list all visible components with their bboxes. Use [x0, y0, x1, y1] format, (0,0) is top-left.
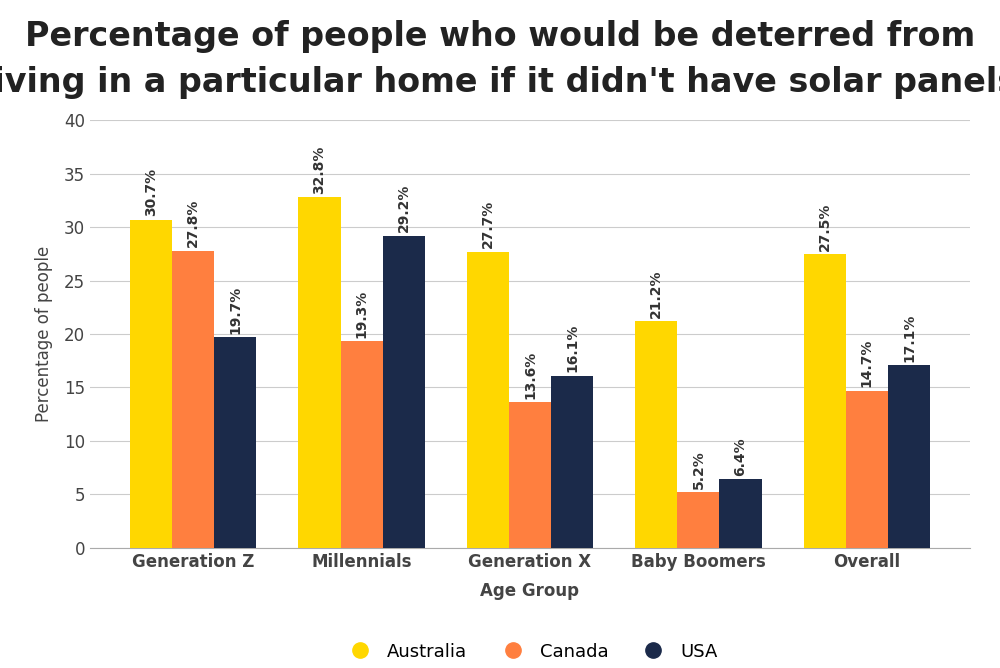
X-axis label: Age Group: Age Group: [480, 582, 580, 600]
Legend: Australia, Canada, USA: Australia, Canada, USA: [333, 634, 727, 668]
Bar: [719, 480, 762, 548]
Text: 14.7%: 14.7%: [860, 339, 874, 387]
Bar: [467, 252, 509, 548]
Bar: [509, 402, 551, 548]
Text: Percentage of people who would be deterred from
living in a particular home if i: Percentage of people who would be deterr…: [0, 20, 1000, 99]
Text: 27.8%: 27.8%: [186, 199, 200, 247]
Text: 5.2%: 5.2%: [691, 450, 705, 489]
Text: 16.1%: 16.1%: [565, 324, 579, 373]
Bar: [635, 321, 677, 548]
Bar: [172, 250, 214, 548]
Text: 19.3%: 19.3%: [355, 290, 369, 338]
Text: 30.7%: 30.7%: [144, 168, 158, 216]
Text: 32.8%: 32.8%: [312, 146, 326, 194]
Text: 6.4%: 6.4%: [734, 438, 748, 476]
Bar: [341, 341, 383, 548]
Bar: [214, 337, 256, 548]
Text: 27.5%: 27.5%: [818, 202, 832, 250]
Text: 19.7%: 19.7%: [228, 286, 242, 334]
Bar: [804, 254, 846, 548]
Text: 27.7%: 27.7%: [481, 200, 495, 248]
Text: 21.2%: 21.2%: [649, 269, 663, 318]
Bar: [298, 197, 341, 548]
Bar: [846, 391, 888, 548]
Bar: [551, 375, 593, 548]
Text: 13.6%: 13.6%: [523, 351, 537, 399]
Y-axis label: Percentage of people: Percentage of people: [35, 246, 53, 422]
Bar: [130, 220, 172, 548]
Bar: [383, 236, 425, 548]
Bar: [677, 492, 719, 548]
Text: 17.1%: 17.1%: [902, 313, 916, 362]
Bar: [888, 365, 930, 548]
Text: 29.2%: 29.2%: [397, 184, 411, 232]
